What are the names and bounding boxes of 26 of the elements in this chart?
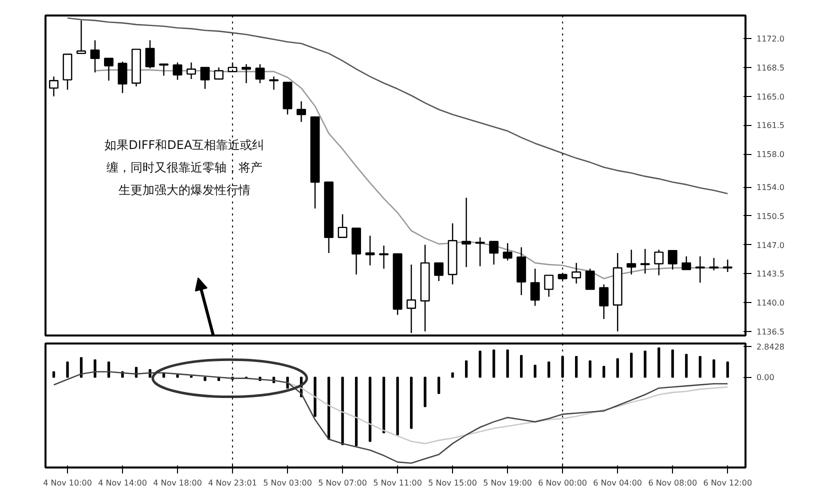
y-tick-label: 1172.0 <box>756 34 784 44</box>
y-tick-label: 1161.5 <box>756 121 784 130</box>
x-tick-label: 5 Nov 07:00 <box>318 478 367 488</box>
x-tick-label: 6 Nov 08:00 <box>648 478 698 488</box>
x-tick-label: 5 Nov 19:00 <box>483 478 532 488</box>
x-tick-label: 4 Nov 14:00 <box>98 478 147 488</box>
x-tick-label: 5 Nov 11:00 <box>373 478 422 488</box>
y-tick-label: 2.8428 <box>756 342 784 352</box>
x-tick-label: 6 Nov 12:00 <box>703 478 752 488</box>
x-tick-label: 5 Nov 15:00 <box>428 478 477 488</box>
y-tick-label: 1150.5 <box>756 212 784 221</box>
x-tick-label: 6 Nov 04:00 <box>593 478 642 488</box>
y-tick-label: 0.00 <box>756 373 774 382</box>
x-tick-label: 4 Nov 23:01 <box>208 478 257 488</box>
y-tick-label: 1158.0 <box>756 150 784 160</box>
y-tick-label: 1165.0 <box>756 92 784 102</box>
y-tick-label: 1154.0 <box>756 183 784 192</box>
y-tick-label: 1143.5 <box>756 270 784 279</box>
x-tick-label: 5 Nov 03:00 <box>263 478 312 488</box>
y-tick-label: 1136.5 <box>756 327 784 336</box>
y-tick-label: 1140.0 <box>756 298 784 308</box>
y-tick-label: 1168.5 <box>756 63 784 72</box>
x-tick-label: 4 Nov 18:00 <box>153 478 202 488</box>
x-tick-label: 6 Nov 00:00 <box>538 478 588 488</box>
y-tick-label: 1147.0 <box>756 240 784 250</box>
x-tick-label: 4 Nov 10:00 <box>43 478 92 488</box>
